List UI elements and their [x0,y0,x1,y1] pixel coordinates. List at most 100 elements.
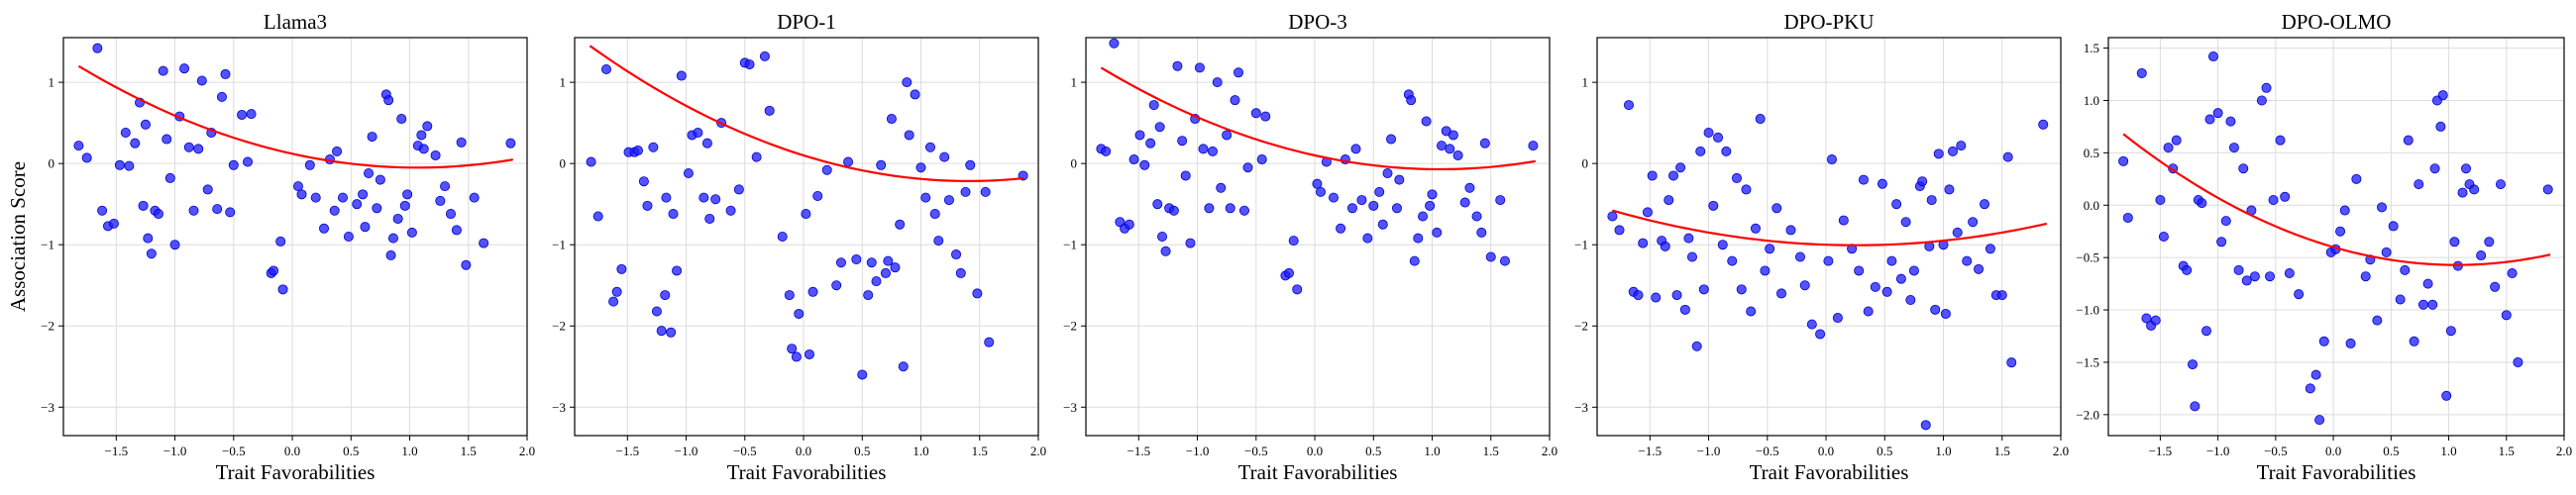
data-point [910,89,920,100]
data-point [1356,195,1367,206]
data-point [2122,212,2133,223]
data-point [2469,184,2480,195]
data-point [1933,148,1944,159]
data-point [1944,184,1955,195]
data-point [1968,217,1979,228]
data-point [886,114,897,125]
data-point [360,222,371,233]
plot-frame [1085,37,1551,437]
data-point [2314,415,2325,426]
data-point [1128,154,1139,165]
data-point [1920,420,1931,431]
data-point [863,290,874,301]
data-point [751,151,762,162]
data-point [81,152,92,163]
data-point [469,192,480,203]
data-point [246,109,257,120]
data-point [164,172,175,183]
data-point [672,265,683,276]
x-tick-label: −1.0 [2206,444,2230,458]
data-point [1377,219,1388,230]
data-point [140,119,151,130]
data-point [777,231,788,242]
data-point [2150,315,2161,326]
x-tick-label: 0.0 [2325,444,2341,458]
data-point [1891,199,1902,210]
y-tick-label: 0 [49,156,55,171]
x-axis-label: Trait Favorabilities [727,460,887,484]
data-point [2495,179,2506,190]
x-axis-label: Trait Favorabilities [216,460,376,484]
data-point [1947,146,1958,156]
data-point [1139,159,1150,170]
data-point [399,200,410,211]
data-point [1432,227,1443,238]
x-axis-label: Trait Favorabilities [2257,460,2416,484]
data-point [2435,121,2446,132]
data-point [1382,168,1393,179]
data-point [2265,271,2276,282]
data-point [920,192,931,203]
data-point [2261,82,2272,93]
data-point [1260,111,1271,122]
data-point [2476,250,2487,261]
data-point [120,127,131,138]
data-point [807,286,818,297]
x-tick-label: 1.0 [912,444,928,458]
data-point [611,286,622,297]
data-point [2427,299,2438,310]
data-point [2256,95,2267,106]
data-point [1956,141,1967,151]
data-point [666,327,677,338]
data-point [367,132,377,143]
data-point [1664,195,1674,206]
y-tick-label: −1 [1574,238,1588,252]
data-point [1886,255,1897,266]
x-tick-label: 1.5 [1483,444,1499,458]
data-point [1698,284,1709,295]
x-tick-label: −0.5 [1244,444,1268,458]
data-point [1471,211,1482,222]
data-point [2403,135,2414,146]
data-point [243,156,254,167]
data-point [933,236,944,247]
data-point [1708,200,1719,211]
y-tick-label: −2 [1063,319,1077,334]
data-point [1413,233,1424,244]
data-point [1406,95,1417,106]
data-point [2351,173,2362,184]
data-point [1180,170,1191,181]
data-point [759,50,770,61]
data-point [329,205,340,216]
data-point [2118,155,2129,166]
y-tick-label: −1 [41,238,54,252]
data-point [1374,186,1385,197]
data-point [812,190,823,201]
data-point [1750,223,1761,234]
data-point [2395,294,2406,305]
data-point [2490,281,2501,292]
y-tick-label: −1.5 [2076,354,2099,369]
data-point [1717,240,1728,250]
y-tick-label: 1.0 [2084,93,2099,108]
data-point [1362,233,1373,244]
data-point [2414,179,2424,190]
plot-frame [1596,37,2062,437]
data-point [1771,203,1782,214]
data-point [445,209,456,220]
data-point [146,248,157,259]
data-point [1242,162,1253,173]
data-point [939,151,950,162]
data-point [2294,289,2305,300]
data-point [787,344,798,354]
data-point [1145,138,1156,148]
data-point [1940,308,1951,319]
chart-title: DPO-OLMO [2282,10,2392,34]
data-point [1238,205,1249,216]
data-point [1328,192,1339,203]
data-point [915,162,926,173]
data-point [124,160,135,171]
data-point [1124,219,1134,230]
data-point [1858,174,1869,185]
data-point [764,105,775,116]
